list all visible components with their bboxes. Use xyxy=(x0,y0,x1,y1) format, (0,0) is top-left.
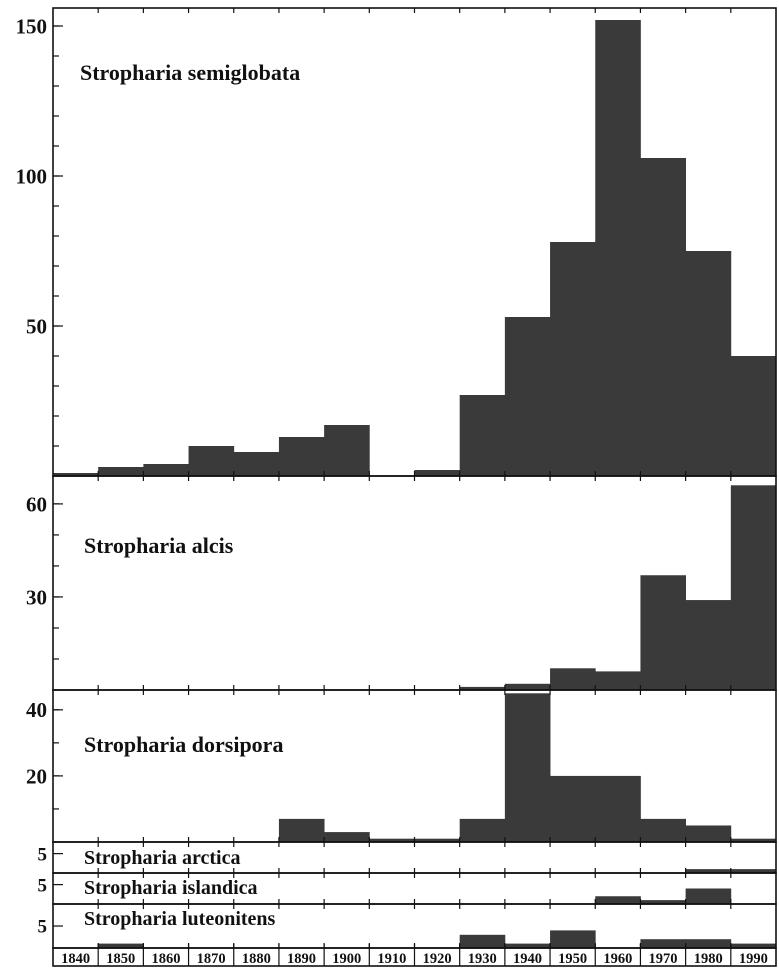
bar-1960 xyxy=(595,671,641,690)
y-tick-label: 5 xyxy=(38,844,48,865)
y-tick-label: 150 xyxy=(16,14,48,38)
bar-1920 xyxy=(414,838,461,842)
bar-1870 xyxy=(188,446,235,476)
x-tick-label: 1890 xyxy=(287,951,316,967)
bar-1930 xyxy=(459,934,506,948)
bar-1850 xyxy=(98,467,144,476)
bar-1970 xyxy=(640,158,687,476)
bar-1950 xyxy=(550,930,596,948)
x-tick-label: 1980 xyxy=(694,951,723,967)
bar-1880 xyxy=(233,452,280,476)
bar-1980 xyxy=(685,939,732,948)
bar-1900 xyxy=(324,832,370,842)
bar-1940 xyxy=(504,317,551,476)
bar-1900 xyxy=(324,425,370,476)
panel-stropharia-dorsipora: 20 40 Stropharia dorsipora xyxy=(26,689,777,843)
bar-1920 xyxy=(414,470,461,476)
bar-1890 xyxy=(278,437,325,476)
bar-1910 xyxy=(369,838,415,842)
y-tick-label: 50 xyxy=(26,314,47,338)
bar-1990 xyxy=(730,356,777,476)
bar-1980 xyxy=(685,251,732,476)
bar-1950 xyxy=(550,668,596,690)
panel-title: Stropharia alcis xyxy=(84,533,234,558)
bar-1950 xyxy=(550,242,596,476)
x-tick-label: 1900 xyxy=(332,951,361,967)
x-tick-label: 1910 xyxy=(377,951,406,967)
y-tick-label: 60 xyxy=(26,492,47,516)
bar-1940 xyxy=(504,693,551,842)
panel-title: Stropharia semiglobata xyxy=(80,60,300,85)
bar-1950 xyxy=(550,775,596,842)
bar-1930 xyxy=(459,818,506,842)
x-tick-label: 1880 xyxy=(242,951,271,967)
bar-1980 xyxy=(685,825,732,842)
bar-1980 xyxy=(685,600,732,690)
bar-1980 xyxy=(685,869,732,873)
bar-1940 xyxy=(504,943,551,948)
x-tick-label: 1870 xyxy=(197,951,226,967)
bar-1990 xyxy=(730,869,777,873)
y-tick-label: 20 xyxy=(26,764,47,788)
panel-stropharia-alcis: 30 60 Stropharia alcis xyxy=(26,475,777,691)
x-tick-label: 1940 xyxy=(513,951,542,967)
bar-1840 xyxy=(53,473,99,476)
x-tick-label: 1960 xyxy=(603,951,632,967)
panel-stropharia-semiglobata: 50 100 150 Stropharia semiglobata xyxy=(16,7,777,477)
x-tick-label: 1950 xyxy=(558,951,587,967)
bar-1860 xyxy=(143,464,189,476)
x-tick-label: 1840 xyxy=(61,951,90,967)
bar-1980 xyxy=(685,888,732,904)
panel-stropharia-luteonitens: 5 Stropharia luteonitens xyxy=(38,903,777,949)
bar-1960 xyxy=(595,775,641,842)
y-tick-label: 100 xyxy=(16,164,48,188)
x-tick-label: 1970 xyxy=(649,951,678,967)
panel-title: Stropharia dorsipora xyxy=(84,732,283,757)
bar-1990 xyxy=(730,838,777,842)
y-tick-label: 5 xyxy=(38,917,48,938)
bar-1990 xyxy=(730,485,777,690)
bar-1930 xyxy=(459,686,506,690)
panel-title: Stropharia islandica xyxy=(84,877,258,899)
panel-title: Stropharia arctica xyxy=(84,847,240,869)
bar-1960 xyxy=(595,20,641,476)
panel-stropharia-arctica: 5 Stropharia arctica xyxy=(38,841,777,874)
x-axis: 1840 1850 1860 1870 1880 1890 1900 1910 1920 1930… xyxy=(52,944,777,967)
bar-1940 xyxy=(504,683,551,690)
bar-1970 xyxy=(640,575,687,690)
x-tick-label: 1930 xyxy=(468,951,497,967)
bar-1850 xyxy=(98,943,144,948)
bar-1970 xyxy=(640,818,687,842)
bar-1970 xyxy=(640,900,687,904)
bar-1970 xyxy=(640,939,687,948)
y-tick-label: 5 xyxy=(38,875,48,896)
x-tick-label: 1990 xyxy=(739,951,768,967)
bar-1890 xyxy=(278,818,325,842)
bar-1930 xyxy=(459,395,506,476)
bar-1990 xyxy=(730,943,777,948)
bar-1960 xyxy=(595,896,641,904)
y-tick-label: 30 xyxy=(26,585,47,609)
panel-title: Stropharia luteonitens xyxy=(84,908,276,930)
x-tick-label: 1850 xyxy=(106,951,135,967)
x-tick-label: 1860 xyxy=(151,951,180,967)
x-tick-label: 1920 xyxy=(423,951,452,967)
panel-stropharia-islandica: 5 Stropharia islandica xyxy=(38,872,777,905)
y-tick-label: 40 xyxy=(26,698,47,722)
